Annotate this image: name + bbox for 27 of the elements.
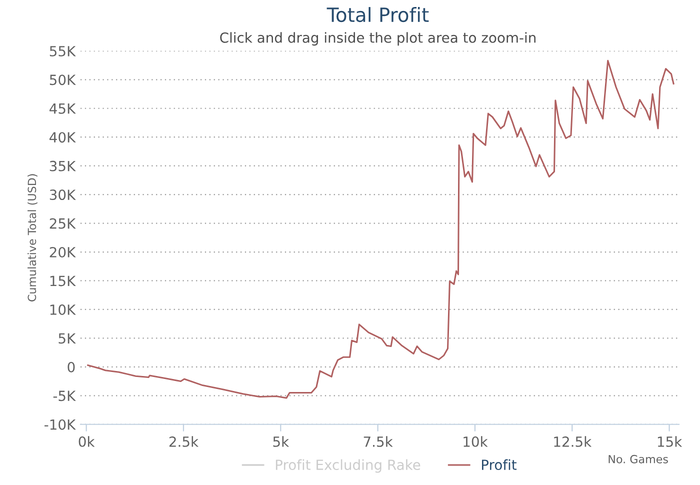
y-tick-label: 30K: [50, 190, 76, 200]
y-tick-label: -5K: [53, 390, 76, 402]
x-tick-label: 2.5k: [169, 436, 199, 447]
legend-label: Profit: [482, 459, 517, 470]
x-tick-label: 15k: [658, 436, 682, 447]
y-tick-label: 10K: [50, 304, 76, 315]
y-tick-label: 20K: [50, 246, 76, 258]
x-tick-label: 5k: [273, 436, 290, 447]
x-axis-title: No. Games: [608, 454, 668, 464]
y-tick-label: 5K: [58, 333, 76, 344]
y-tick-label: 15K: [50, 276, 76, 286]
x-tick-label: 12.5k: [554, 436, 592, 447]
x-tick-label: 10k: [464, 436, 488, 447]
y-tick-label: 40K: [50, 132, 76, 143]
y-tick-label: 50K: [50, 74, 76, 86]
x-tick-label: 7.5k: [364, 436, 393, 447]
y-axis-title: Cumulative Total (USD): [28, 174, 38, 302]
y-tick-label: 45K: [50, 104, 76, 114]
y-tick-label: 0: [68, 362, 75, 372]
y-tick-label: 35K: [50, 160, 76, 172]
line-series: [87, 60, 674, 399]
chart-title: Total Profit: [326, 7, 429, 22]
y-tick-label: 25K: [50, 218, 76, 229]
y-tick-label: 55K: [50, 46, 76, 56]
y-tick-label: -10K: [44, 419, 76, 430]
x-tick-label: 0k: [78, 436, 95, 447]
chart-subtitle: Click and drag inside the plot area to zoom-in: [220, 32, 536, 46]
